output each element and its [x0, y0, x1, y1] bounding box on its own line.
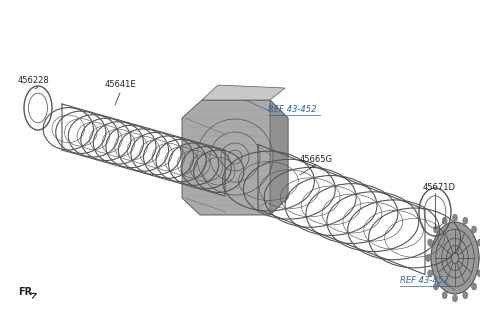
Ellipse shape — [426, 255, 431, 261]
Ellipse shape — [453, 214, 457, 221]
Text: REF 43-452: REF 43-452 — [268, 105, 316, 114]
Ellipse shape — [463, 292, 468, 299]
Ellipse shape — [453, 295, 457, 302]
Ellipse shape — [433, 283, 439, 290]
Ellipse shape — [477, 270, 480, 277]
Ellipse shape — [471, 283, 477, 290]
Ellipse shape — [431, 222, 479, 294]
Polygon shape — [182, 100, 288, 215]
Ellipse shape — [442, 217, 447, 224]
Text: FR: FR — [18, 287, 32, 297]
Ellipse shape — [471, 226, 477, 233]
Ellipse shape — [433, 226, 439, 233]
Ellipse shape — [442, 292, 447, 299]
Polygon shape — [270, 100, 288, 215]
Ellipse shape — [428, 239, 432, 246]
Ellipse shape — [428, 270, 432, 277]
Polygon shape — [202, 85, 285, 100]
Text: 456228: 456228 — [18, 76, 50, 85]
Text: 45641E: 45641E — [105, 80, 137, 89]
Ellipse shape — [463, 217, 468, 224]
Ellipse shape — [477, 239, 480, 246]
Text: 45671D: 45671D — [423, 183, 456, 192]
Text: REF 43-452: REF 43-452 — [400, 276, 448, 285]
Text: 45665G: 45665G — [300, 155, 333, 164]
